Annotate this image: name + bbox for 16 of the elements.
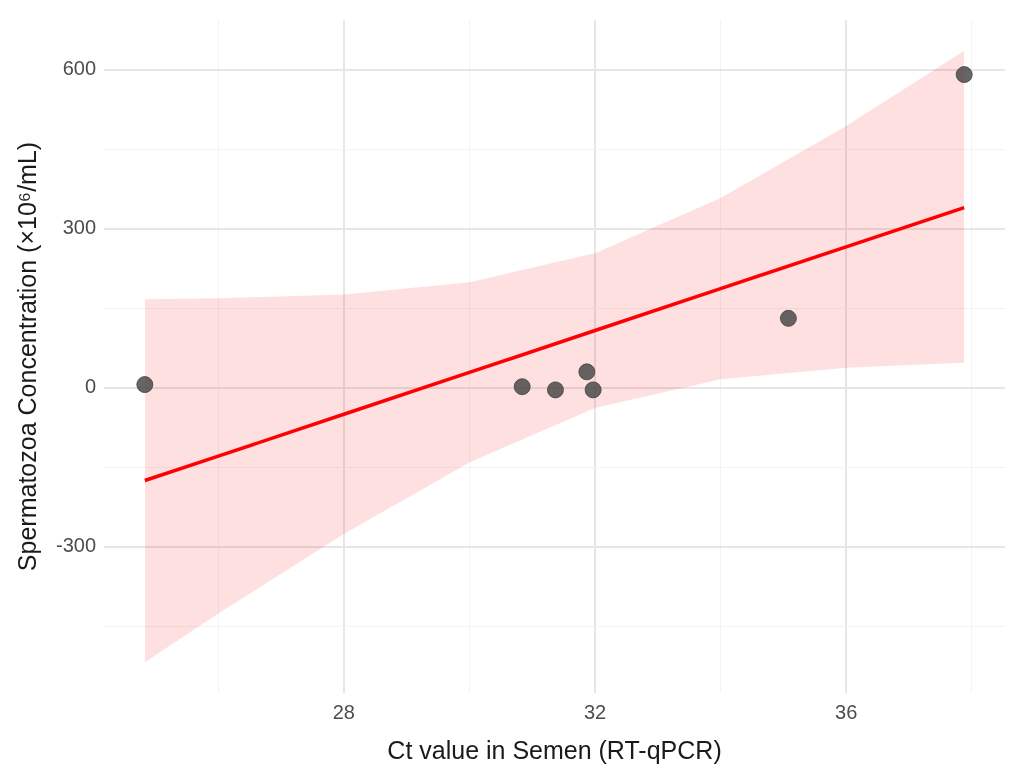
point bbox=[136, 376, 154, 394]
point bbox=[578, 363, 596, 381]
y-tick-label: 0 bbox=[84, 375, 97, 398]
point bbox=[955, 66, 973, 84]
x-tick-label: 36 bbox=[835, 700, 858, 723]
point bbox=[513, 378, 531, 396]
x-tick-label: 32 bbox=[583, 700, 607, 723]
point bbox=[779, 309, 797, 327]
x-axis-title: Ct value in Semen (RT-qPCR) bbox=[387, 735, 722, 764]
y-axis-title: Spermatozoa Concentration (×10⁶/mL) bbox=[12, 141, 41, 572]
y-tick-label: 600 bbox=[62, 57, 97, 80]
y-tick-label: 300 bbox=[62, 216, 97, 239]
y-tick-label: -300 bbox=[56, 534, 97, 557]
point bbox=[584, 381, 602, 399]
x-tick-label: 28 bbox=[332, 700, 355, 723]
point bbox=[546, 381, 564, 399]
